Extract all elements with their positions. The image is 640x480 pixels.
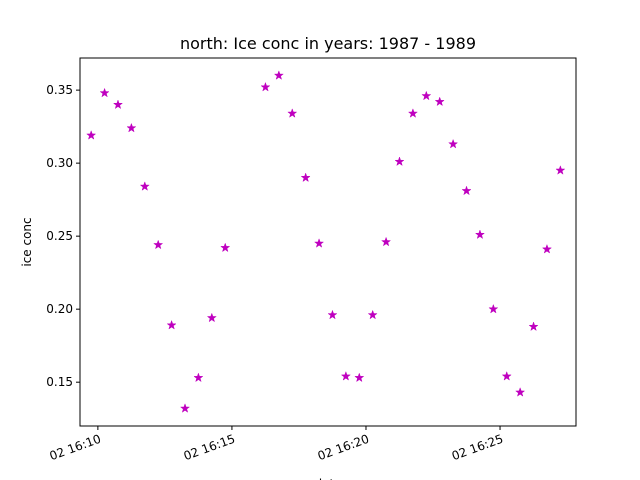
y-tick-label: 0.30 — [46, 156, 73, 170]
data-point-star — [112, 99, 124, 110]
data-point-star — [99, 87, 110, 98]
data-point-star — [515, 387, 526, 397]
data-point-star — [166, 319, 177, 330]
data-point-star — [313, 238, 325, 248]
data-point-star — [206, 312, 217, 323]
data-point-star — [300, 172, 311, 183]
plot-frame — [79, 57, 577, 427]
data-point-star — [407, 108, 419, 118]
data-point-star — [327, 309, 338, 320]
data-point-star — [434, 96, 445, 107]
data-point-star — [153, 239, 164, 250]
data-point-star — [501, 370, 512, 381]
data-point-star — [380, 236, 392, 247]
data-point-star — [139, 181, 150, 191]
data-point-star — [273, 70, 284, 80]
data-point-star — [340, 370, 351, 381]
data-point-star — [474, 229, 486, 240]
y-axis-label: ice conc — [20, 217, 34, 266]
data-point-star — [461, 185, 472, 196]
data-point-star — [488, 303, 499, 314]
data-point-star — [421, 90, 432, 101]
data-point-star — [354, 372, 365, 383]
data-point-star — [220, 242, 231, 253]
y-tick-label: 0.35 — [46, 83, 73, 97]
data-point-star — [448, 138, 459, 149]
y-axis-ticks: 0.15 0.20 0.25 0.30 0.35 — [46, 83, 80, 389]
data-point-star — [193, 372, 204, 383]
data-point-star — [367, 309, 378, 320]
data-point-star — [86, 130, 97, 140]
data-point-star — [541, 243, 553, 254]
x-axis-label: date — [314, 477, 341, 480]
data-point-star — [260, 81, 271, 92]
data-point-star — [287, 108, 298, 118]
data-point-star — [528, 321, 539, 332]
data-point-star — [126, 122, 137, 133]
data-points — [86, 70, 566, 413]
data-point-star — [179, 403, 191, 413]
y-tick-label: 0.25 — [46, 229, 73, 243]
y-tick-label: 0.20 — [46, 302, 73, 316]
chart-title: north: Ice conc in years: 1987 - 1989 — [180, 34, 476, 53]
data-point-star — [394, 156, 405, 167]
data-point-star — [555, 165, 566, 175]
y-tick-label: 0.15 — [46, 375, 73, 389]
